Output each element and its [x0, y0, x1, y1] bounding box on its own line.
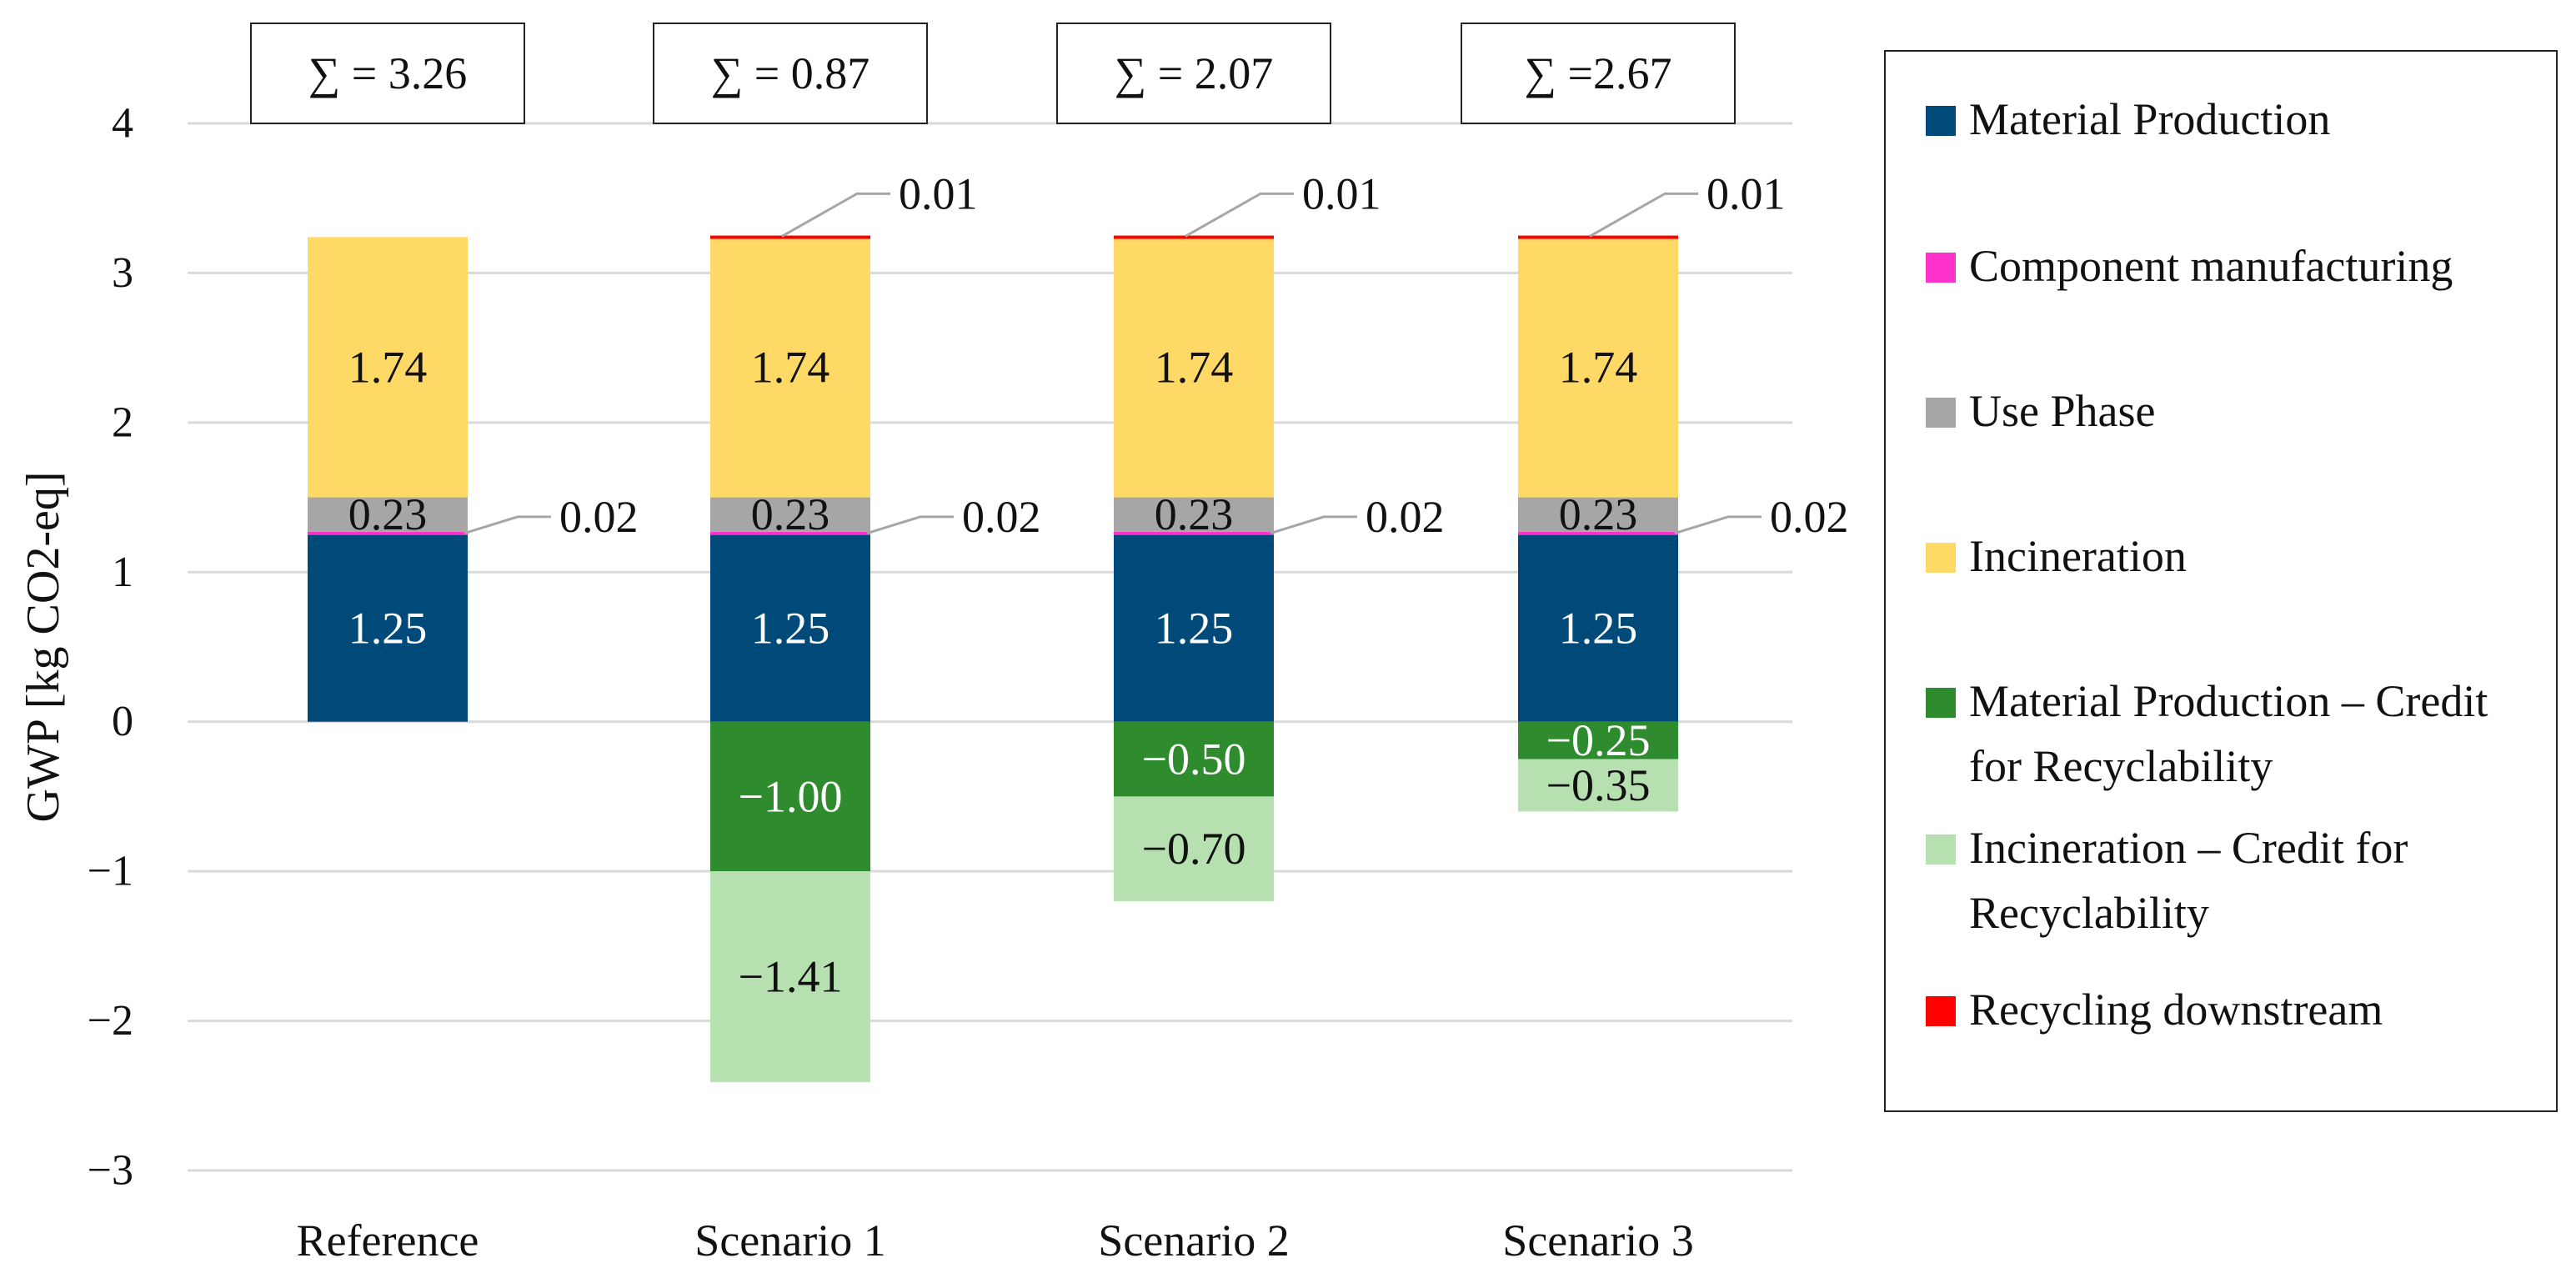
y-tick-label: 2 — [112, 398, 133, 446]
sum-label-reference: ∑ = 3.26 — [308, 48, 467, 98]
bar-scenario-2-incineration-credit-for-recyclability — [1114, 796, 1274, 902]
data-label-reference-incineration: 1.74 — [348, 342, 428, 392]
bar-scenario-1-incineration — [710, 237, 870, 498]
y-tick-label: −3 — [88, 1147, 133, 1195]
chart-plot: −3 −2 −1 0 1 2 3 4 GWP [kg CO2-eq] 1.25 0.02 0.23 1.… — [18, 23, 1849, 1265]
sum-box-reference — [250, 23, 525, 124]
y-tick-label: 4 — [112, 100, 133, 148]
bar-scenario-1-material-production-credit-for-recyclability — [710, 721, 870, 872]
legend-swatch-material-production-credit — [1926, 688, 1956, 718]
data-label-scenario-1-incineration-credit-for-recyclability: −1.41 — [739, 952, 843, 1002]
legend-label-incineration: Incineration — [1969, 531, 2187, 581]
bar-scenario-3-incineration — [1518, 237, 1678, 498]
data-label-scenario-2-use-phase: 0.23 — [1155, 489, 1234, 539]
y-tick-label: 0 — [112, 698, 133, 745]
legend-swatch-material-production — [1926, 106, 1956, 136]
legend-swatch-incineration-credit — [1926, 834, 1956, 865]
legend-swatch-incineration — [1926, 543, 1956, 573]
leader-line-scenario-1-recycling-downstream — [781, 192, 890, 238]
data-label-scenario-2-component-manufacturing: 0.02 — [1366, 492, 1445, 542]
bar-scenario-1-recycling-downstream — [710, 235, 870, 239]
legend-label-recycling-downstream: Recycling downstream — [1969, 985, 2383, 1035]
data-label-scenario-3-use-phase: 0.23 — [1559, 489, 1638, 539]
bar-scenario-1-use-phase — [710, 497, 870, 532]
data-label-reference-material-production: 1.25 — [348, 604, 428, 654]
x-tick-label-scenario-2: Scenario 2 — [1098, 1215, 1289, 1265]
bar-reference-use-phase — [308, 497, 468, 532]
sum-label-scenario-3: ∑ =2.67 — [1525, 48, 1672, 98]
bar-scenario-3-use-phase — [1518, 497, 1678, 532]
x-tick-label-scenario-3: Scenario 3 — [1502, 1215, 1693, 1265]
bar-scenario-3-recycling-downstream — [1518, 235, 1678, 239]
legend-label-component-manufacturing: Component manufacturing — [1969, 241, 2453, 291]
legend-swatch-recycling-downstream — [1926, 996, 1956, 1026]
legend-label-material-production: Material Production — [1969, 94, 2331, 144]
sum-label-scenario-1: ∑ = 0.87 — [711, 48, 870, 98]
bar-scenario-1-component-manufacturing — [710, 531, 870, 535]
data-label-scenario-2-material-production: 1.25 — [1155, 604, 1234, 654]
legend-swatch-use-phase — [1926, 398, 1956, 428]
sum-box-scenario-1 — [653, 23, 928, 124]
data-label-scenario-1-component-manufacturing: 0.02 — [962, 492, 1041, 542]
bar-reference-component-manufacturing — [308, 531, 468, 535]
bar-scenario-3-material-production — [1518, 534, 1678, 722]
data-label-scenario-1-incineration: 1.74 — [751, 342, 830, 392]
bar-scenario-1-incineration-credit-for-recyclability — [710, 871, 870, 1083]
y-tick-label: −2 — [88, 997, 133, 1045]
data-label-scenario-1-material-production: 1.25 — [751, 604, 830, 654]
leader-line-scenario-3-component-manufacturing — [1674, 515, 1762, 535]
bar-scenario-2-material-production — [1114, 534, 1274, 722]
data-label-scenario-2-incineration: 1.74 — [1155, 342, 1234, 392]
legend-label-incineration-credit: Incineration – Credit for Recyclability — [1969, 823, 2408, 938]
bar-scenario-2-recycling-downstream — [1114, 235, 1274, 239]
data-label-scenario-3-material-production: 1.25 — [1559, 604, 1638, 654]
data-label-reference-use-phase: 0.23 — [348, 489, 428, 539]
bar-scenario-2-use-phase — [1114, 497, 1274, 532]
leader-line-reference-component-manufacturing — [464, 515, 551, 535]
legend-label-use-phase: Use Phase — [1969, 386, 2156, 436]
data-label-scenario-1-use-phase: 0.23 — [751, 489, 830, 539]
leader-line-scenario-1-component-manufacturing — [866, 515, 954, 535]
sum-box-scenario-3 — [1461, 23, 1736, 124]
bar-scenario-2-material-production-credit-for-recyclability — [1114, 721, 1274, 797]
data-label-scenario-2-material-production-credit-for-recyclability: −0.50 — [1142, 734, 1246, 784]
bar-scenario-2-component-manufacturing — [1114, 531, 1274, 535]
data-label-scenario-3-material-production-credit-for-recyclability: −0.25 — [1546, 715, 1651, 765]
data-label-reference-component-manufacturing: 0.02 — [559, 492, 639, 542]
x-tick-label-reference: Reference — [297, 1215, 479, 1265]
data-label-scenario-3-incineration-credit-for-recyclability: −0.35 — [1546, 760, 1651, 810]
bar-reference-material-production — [308, 534, 468, 722]
leader-line-scenario-2-recycling-downstream — [1185, 192, 1294, 238]
legend-label-material-production-credit: Material Production – Credit for Recycla… — [1969, 676, 2488, 791]
sum-box-scenario-2 — [1056, 23, 1331, 124]
data-label-scenario-3-component-manufacturing: 0.02 — [1770, 492, 1849, 542]
data-label-scenario-3-incineration: 1.74 — [1559, 342, 1638, 392]
data-label-scenario-1-material-production-credit-for-recyclability: −1.00 — [739, 771, 843, 821]
legend: Material Production Component manufactur… — [1884, 50, 2558, 1112]
data-label-scenario-3-recycling-downstream: 0.01 — [1706, 168, 1786, 218]
legend-swatch-component-manufacturing — [1926, 253, 1956, 283]
data-label-scenario-1-recycling-downstream: 0.01 — [899, 168, 978, 218]
bar-reference-incineration — [308, 237, 468, 498]
leader-line-scenario-3-recycling-downstream — [1589, 192, 1698, 238]
x-tick-label-scenario-1: Scenario 1 — [694, 1215, 885, 1265]
bar-scenario-1-material-production — [710, 534, 870, 722]
sum-label-scenario-2: ∑ = 2.07 — [1115, 48, 1273, 98]
bar-scenario-3-incineration-credit-for-recyclability — [1518, 759, 1678, 812]
bar-scenario-3-material-production-credit-for-recyclability — [1518, 721, 1678, 759]
y-tick-label: −1 — [88, 848, 133, 895]
data-label-scenario-2-recycling-downstream: 0.01 — [1302, 168, 1381, 218]
bar-scenario-3-component-manufacturing — [1518, 531, 1678, 535]
y-tick-label: 1 — [112, 549, 133, 596]
y-axis-label: GWP [kg CO2-eq] — [18, 472, 69, 823]
data-label-scenario-2-incineration-credit-for-recyclability: −0.70 — [1142, 824, 1246, 874]
leader-line-scenario-2-component-manufacturing — [1270, 515, 1357, 535]
y-tick-label: 3 — [112, 249, 133, 297]
bar-scenario-2-incineration — [1114, 237, 1274, 498]
